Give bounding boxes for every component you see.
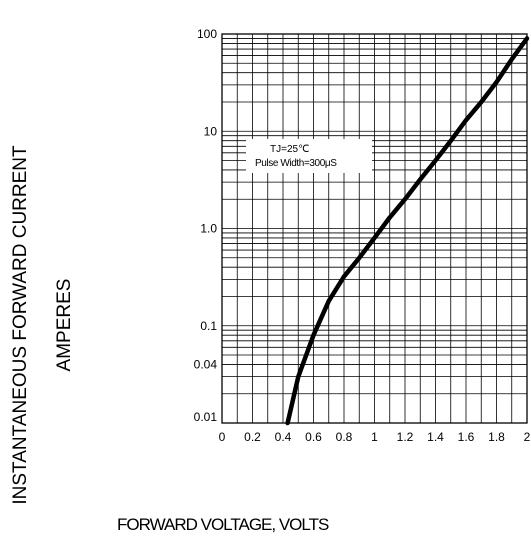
plot-border — [221, 33, 528, 424]
tick-labels: 0 0.2 0.4 0.6 0.8 1 1.2 1.4 1.6 1.8 2 100 10 1.0 0.1 0.… — [194, 27, 531, 444]
x-tick-label: 0 — [219, 430, 226, 444]
annotation-line2: Pulse Width=300μS — [255, 158, 337, 169]
x-tick-label: 1.8 — [488, 430, 505, 444]
plot-frame — [221, 33, 528, 424]
x-tick-label: 1.4 — [427, 430, 444, 444]
chart-grid — [222, 34, 527, 423]
y-tick-label: 0.1 — [200, 319, 217, 333]
data-curve — [285, 36, 530, 426]
x-tick-label: 0.2 — [244, 430, 261, 444]
y-tick-label: 0.01 — [194, 410, 218, 424]
annotation-line1: TJ=25℃ — [270, 144, 309, 155]
y-tick-label: 1.0 — [200, 222, 217, 236]
x-tick-label: 0.8 — [336, 430, 353, 444]
x-tick-label: 0.6 — [305, 430, 322, 444]
y-axis-title: INSTANTANEOUS FORWARD CURRENT AMPERES — [10, 145, 75, 505]
iv-curve-line — [285, 36, 530, 426]
x-tick-label: 1 — [371, 430, 378, 444]
annotation-box: TJ=25℃ Pulse Width=300μS — [246, 139, 372, 173]
x-tick-label: 0.4 — [275, 430, 292, 444]
x-tick-label: 1.6 — [458, 430, 475, 444]
y-tick-label: 0.04 — [194, 357, 218, 371]
x-axis-title: FORWARD VOLTAGE, VOLTS — [117, 515, 329, 534]
x-tick-label: 1.2 — [397, 430, 414, 444]
y-axis-title-line1: INSTANTANEOUS FORWARD CURRENT — [10, 145, 31, 505]
y-axis-title-line2: AMPERES — [54, 279, 75, 372]
y-tick-label: 10 — [204, 124, 218, 138]
y-tick-label: 100 — [197, 27, 217, 41]
x-tick-label: 2 — [524, 430, 531, 444]
annotation-background — [246, 139, 372, 173]
